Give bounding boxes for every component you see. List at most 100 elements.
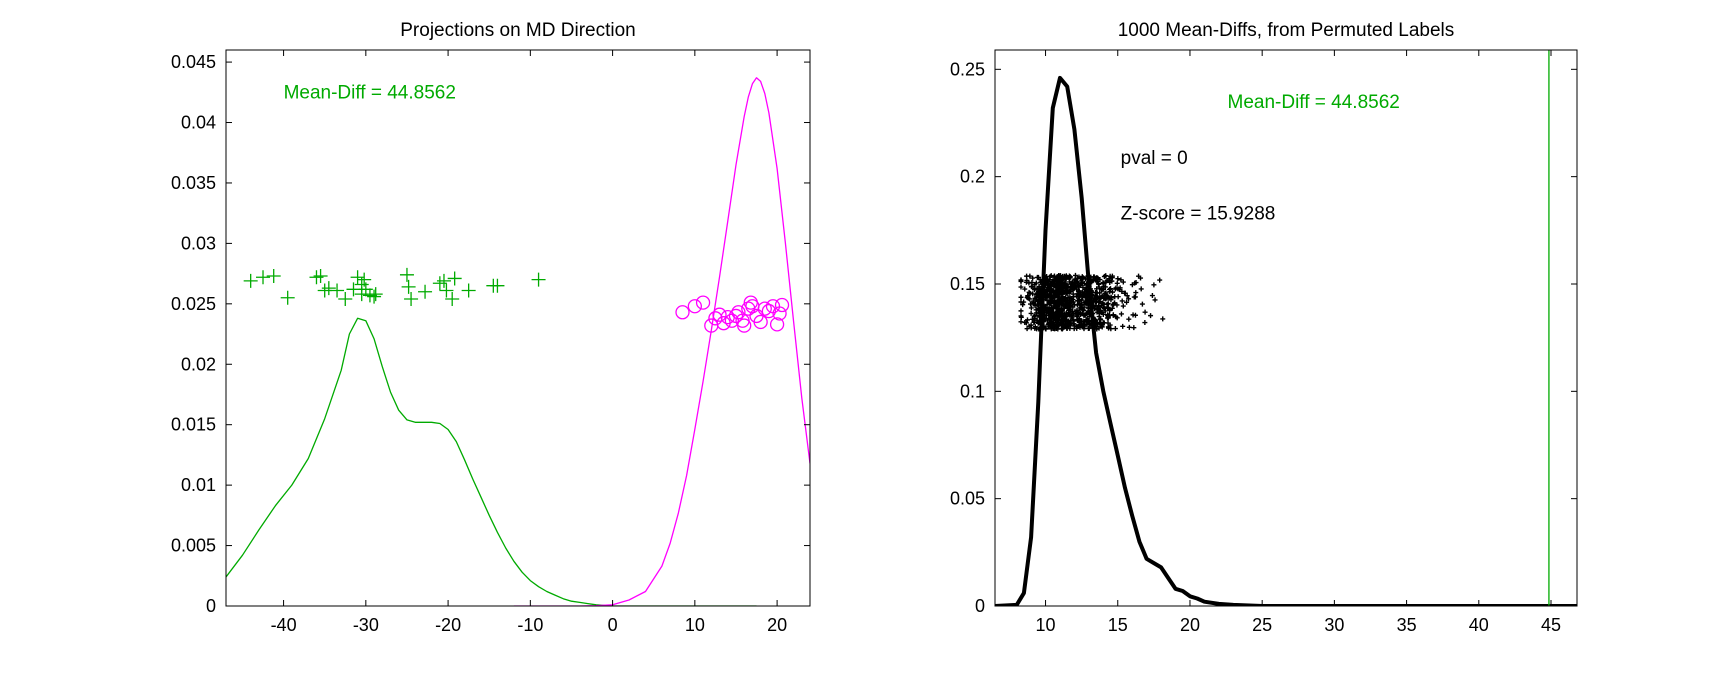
chart-title: 1000 Mean-Diffs, from Permuted Labels <box>1118 20 1455 41</box>
permuted-mean-diff-point <box>1092 305 1098 311</box>
permuted-mean-diff-point <box>1100 280 1106 286</box>
x-tick-label: -10 <box>517 615 543 635</box>
permuted-mean-diff-point <box>1082 294 1088 300</box>
permuted-mean-diff-point <box>1075 280 1081 286</box>
permuted-mean-diff-point <box>1138 286 1144 292</box>
permuted-mean-diff-point <box>1099 287 1105 293</box>
permuted-mean-diff-point <box>1108 295 1114 301</box>
permuted-mean-diff-point <box>1105 312 1111 318</box>
permuted-mean-diff-point <box>1096 281 1102 287</box>
permuted-mean-diff-point <box>1063 276 1069 282</box>
permuted-mean-diff-point <box>1072 276 1078 282</box>
permuted-mean-diff-point <box>1027 296 1033 302</box>
permuted-mean-diff-point <box>1024 273 1030 279</box>
plus-marker <box>399 267 414 282</box>
permuted-mean-diff-point <box>1064 299 1070 305</box>
permuted-mean-diff-point <box>1097 290 1103 296</box>
permuted-mean-diff-point <box>1105 320 1111 326</box>
permuted-mean-diff-point <box>1059 326 1065 332</box>
plus-marker <box>436 273 451 288</box>
permuted-mean-diff-point <box>1038 293 1044 299</box>
permuted-mean-diff-point <box>1072 308 1078 314</box>
circle-marker <box>772 306 787 321</box>
plus-marker <box>531 272 546 287</box>
permuted-mean-diff-point <box>1067 274 1073 280</box>
y-tick-label: 0 <box>975 596 985 616</box>
permuted-mean-diff-point <box>1098 321 1104 327</box>
permuted-mean-diff-point <box>1091 277 1097 283</box>
y-tick-label: 0.005 <box>171 536 216 556</box>
y-tick-label: 0.25 <box>950 59 985 79</box>
permuted-mean-diff-point <box>1080 289 1086 295</box>
permuted-mean-diff-point <box>1043 326 1049 332</box>
y-tick-label: 0.01 <box>181 475 216 495</box>
plus-marker <box>321 281 336 296</box>
plus-marker <box>439 283 454 298</box>
x-tick-label: 35 <box>1397 615 1417 635</box>
x-tick-label: 20 <box>1180 615 1200 635</box>
permuted-mean-diff-point <box>1086 305 1091 311</box>
permuted-mean-diff-point <box>1085 274 1091 280</box>
permuted-mean-diff-point <box>1152 297 1158 303</box>
plus-marker <box>330 283 345 298</box>
permuted-mean-diff-point <box>1053 284 1059 290</box>
permuted-mean-diff-point <box>1086 309 1092 315</box>
plus-marker <box>368 287 383 302</box>
left-panel-projections: Projections on MD Direction -40 -30 -20 -10 0… <box>171 20 811 635</box>
permuted-mean-diff-point <box>1028 322 1034 328</box>
plus-marker <box>445 291 460 306</box>
permuted-mean-diff-point <box>1041 280 1047 286</box>
permuted-mean-diff-point <box>1059 283 1065 289</box>
x-tick-label: 10 <box>1036 615 1056 635</box>
permuted-mean-diff-point <box>1087 295 1093 301</box>
y-tick-label: 0.015 <box>171 415 216 435</box>
permuted-mean-diff-point <box>1070 282 1076 288</box>
permuted-mean-diff-point <box>1083 276 1089 282</box>
permuted-mean-diff-point <box>1057 297 1063 303</box>
permuted-mean-diff-point <box>1047 299 1053 305</box>
permuted-mean-diff-point <box>1096 325 1102 331</box>
permuted-mean-diff-point <box>1097 308 1103 314</box>
x-tick-label: 10 <box>685 615 705 635</box>
y-tick-label: 0.025 <box>171 294 216 314</box>
permuted-mean-diff-point <box>1118 311 1124 317</box>
permuted-mean-diff-point <box>1028 310 1034 316</box>
permuted-mean-diff-point <box>1089 303 1095 309</box>
permuted-mean-diff-point <box>1028 301 1033 307</box>
density-curve-0 <box>226 317 757 606</box>
permuted-mean-diff-point <box>1113 285 1119 291</box>
permuted-mean-diff-point <box>1022 319 1028 325</box>
permuted-mean-diff-point <box>1028 284 1034 290</box>
permuted-mean-diff-point <box>1051 273 1057 279</box>
permuted-mean-diff-point <box>1057 273 1063 279</box>
permuted-mean-diff-point <box>1021 299 1027 305</box>
plus-marker <box>280 290 295 305</box>
plus-marker <box>404 291 419 306</box>
y-tick-label: 0.15 <box>950 274 985 294</box>
permuted-mean-diff-point <box>1070 297 1076 303</box>
permuted-mean-diff-point <box>1124 299 1130 305</box>
circle-marker <box>695 295 711 310</box>
circle-marker <box>675 305 690 320</box>
permuted-mean-diff-point <box>1086 325 1092 331</box>
permuted-mean-diff-point <box>1132 280 1138 286</box>
plus-marker <box>346 282 361 297</box>
permuted-mean-diff-point <box>1118 277 1124 283</box>
permuted-mean-diff-point <box>1096 303 1102 309</box>
plus-marker <box>350 270 365 285</box>
permuted-mean-diff-point <box>1043 305 1049 311</box>
permuted-mean-diff-point <box>1037 285 1043 291</box>
permuted-mean-diff-point <box>1105 301 1111 307</box>
permuted-mean-diff-point <box>1115 276 1121 282</box>
permuted-mean-diff-point <box>1106 277 1112 283</box>
permuted-mean-diff-point <box>1112 326 1118 332</box>
permuted-mean-diff-point <box>1078 311 1084 317</box>
plus-marker <box>447 271 462 286</box>
permuted-mean-diff-point <box>1068 285 1074 291</box>
permuted-mean-diff-point <box>1032 285 1038 291</box>
permuted-mean-diff-point <box>1047 323 1053 329</box>
permuted-mean-diff-point <box>1126 316 1132 322</box>
permuted-mean-diff-point <box>1040 296 1046 302</box>
permuted-mean-diff-point <box>1066 273 1072 279</box>
